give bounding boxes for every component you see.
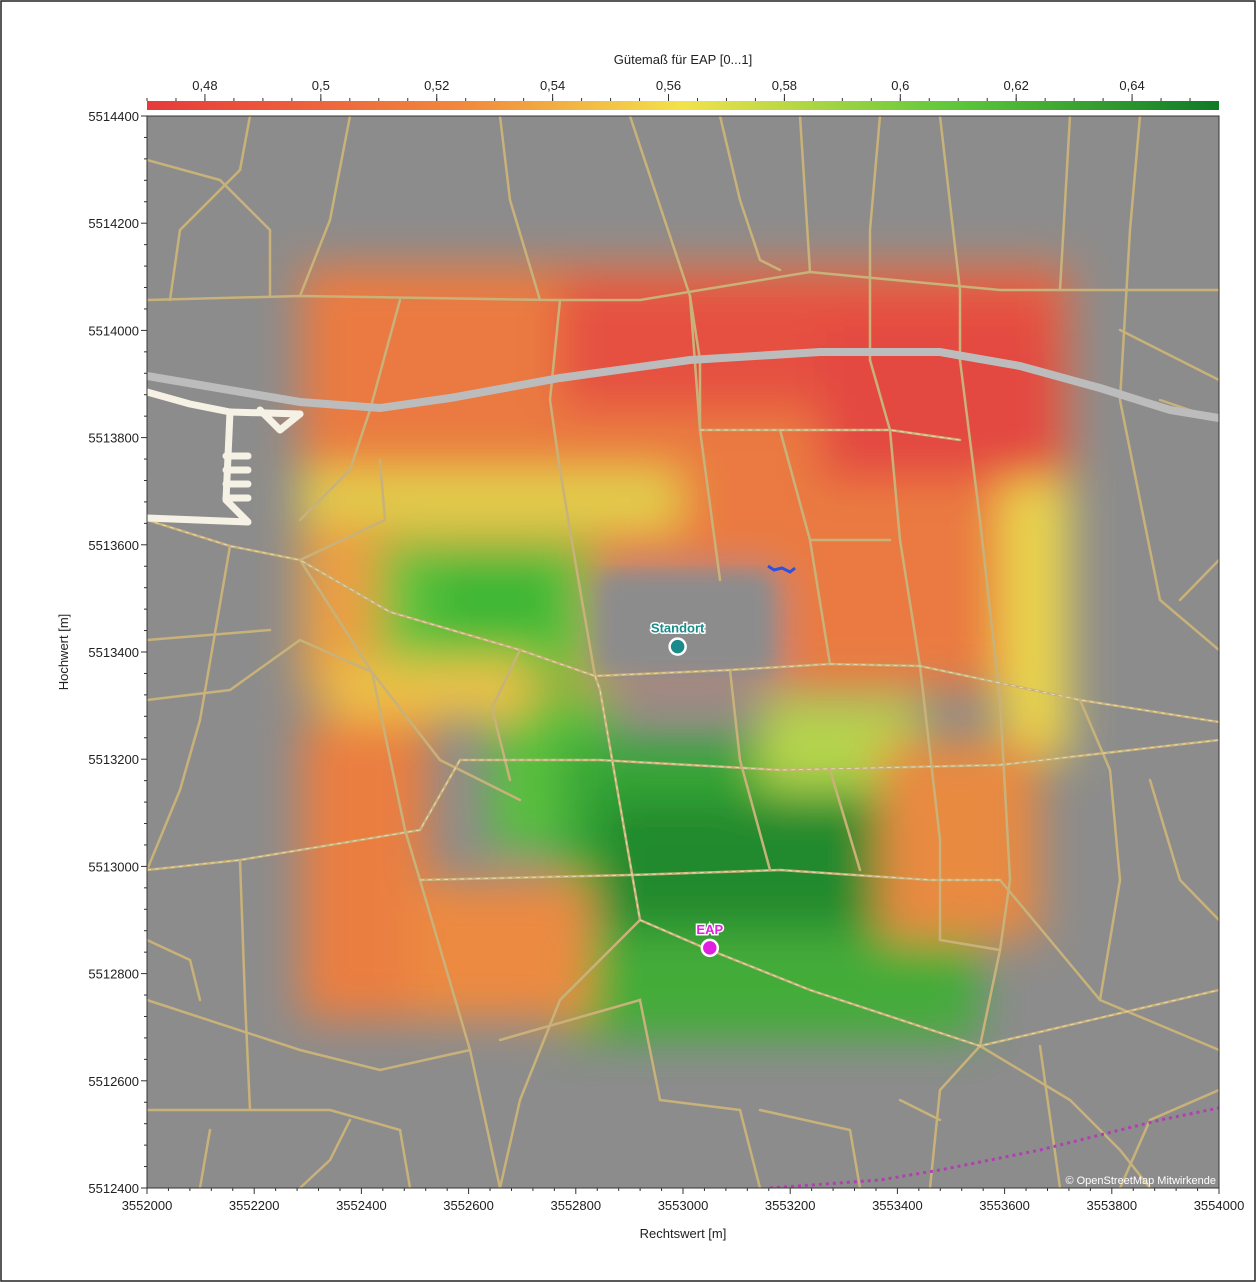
y-tick-label: 5513800 [88,431,139,446]
colorbar-tick-label: 0,5 [312,78,330,93]
marker-label: Standort [651,621,705,636]
x-tick-label: 3552600 [443,1198,494,1213]
colorbar [147,101,1219,110]
road-network [147,116,1219,1188]
railway [769,1106,1219,1188]
y-tick-label: 5513000 [88,859,139,874]
colorbar-tick-label: 0,52 [424,78,449,93]
y-tick-label: 5512600 [88,1074,139,1089]
y-axis-title: Hochwert [m] [56,614,71,691]
x-tick-label: 3553000 [658,1198,709,1213]
colorbar-tick-label: 0,64 [1119,78,1144,93]
x-tick-label: 3553600 [979,1198,1030,1213]
y-tick-label: 5512400 [88,1181,139,1196]
colorbar-tick-label: 0,54 [540,78,565,93]
markers: Standort EAP [649,619,725,958]
x-axis: 3552000 3552200 3552400 3552600 3552800 35530… [122,1188,1245,1213]
x-tick-label: 3554000 [1194,1198,1245,1213]
x-axis-title: Rechtswert [m] [640,1226,727,1241]
y-tick-label: 5513600 [88,538,139,553]
x-tick-label: 3552400 [336,1198,387,1213]
map-attribution: © OpenStreetMap Mitwirkende [1065,1175,1216,1187]
x-tick-label: 3553400 [872,1198,923,1213]
colorbar-ticks: 0,48 0,5 0,52 0,54 0,56 0,58 0,6 0,62 0,64 [146,78,1191,101]
y-tick-label: 5512800 [88,967,139,982]
marker-eap[interactable] [700,938,720,958]
y-tick-label: 5514400 [88,109,139,124]
marker-standort[interactable] [668,637,687,656]
map-plot-area: Standort EAP © OpenStreetMap Mitwirkende [147,116,1219,1188]
colorbar-tick-label: 0,48 [192,78,217,93]
x-tick-label: 3553800 [1086,1198,1137,1213]
water-feature [767,564,796,574]
site-clearing [600,575,770,670]
y-tick-label: 5513400 [88,645,139,660]
y-tick-label: 5514000 [88,323,139,338]
colorbar-tick-label: 0,56 [656,78,681,93]
colorbar-tick-label: 0,6 [891,78,909,93]
y-tick-label: 5513200 [88,752,139,767]
y-tick-label: 5514200 [88,216,139,231]
colorbar-title: Gütemaß für EAP [0...1] [614,52,753,67]
industrial-facility [147,388,304,526]
x-tick-label: 3552000 [122,1198,173,1213]
y-axis: 5514400 5514200 5514000 5513800 5513600 55134… [88,109,147,1196]
x-tick-label: 3552200 [229,1198,280,1213]
highway [147,348,1219,422]
x-tick-label: 3552800 [550,1198,601,1213]
x-tick-label: 3553200 [765,1198,816,1213]
colorbar-tick-label: 0,58 [772,78,797,93]
road-centerlines [147,429,1219,1047]
marker-label: EAP [696,922,723,937]
colorbar-tick-label: 0,62 [1004,78,1029,93]
